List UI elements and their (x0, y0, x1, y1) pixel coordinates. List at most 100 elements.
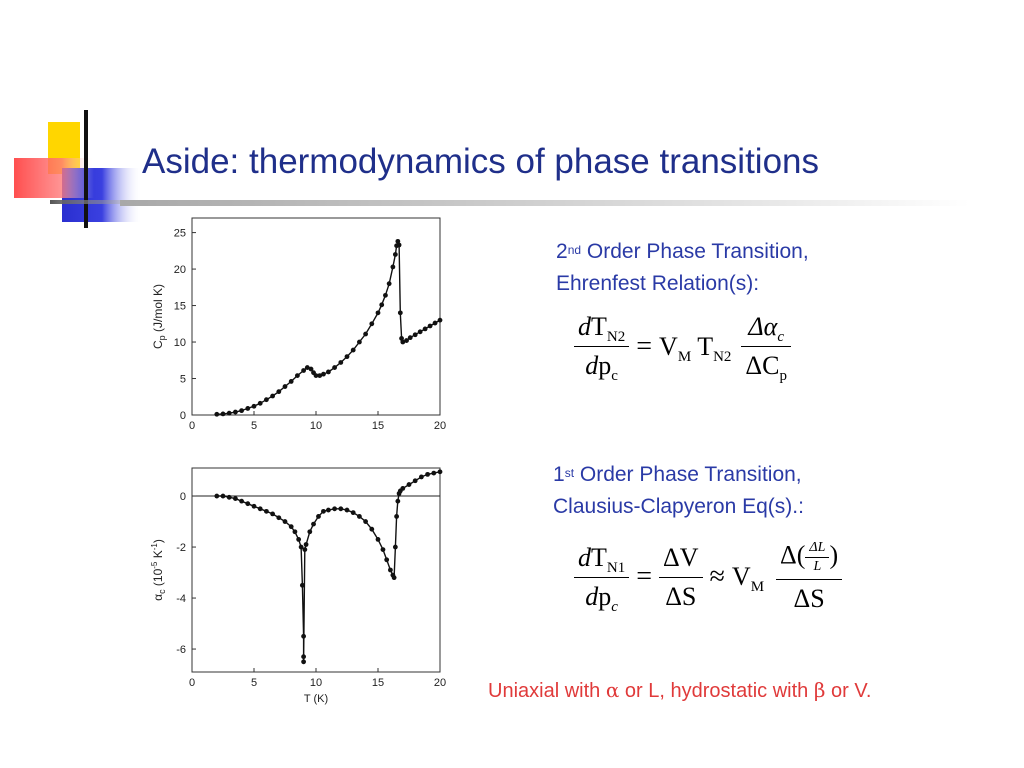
data-point (350, 347, 356, 353)
data-point (295, 373, 300, 378)
y-axis-label-part: (10 (151, 568, 165, 589)
eq1-T-subscript: N2 (606, 329, 626, 345)
data-point (304, 365, 310, 370)
data-point (396, 242, 402, 248)
eq1-rhs-num: Δα (748, 312, 778, 341)
data-point (383, 292, 388, 298)
heading-ordinal-number: 1 (553, 463, 565, 486)
data-point (407, 335, 413, 341)
y-tick-label: 0 (180, 410, 186, 422)
eq2-den-d: d (585, 581, 599, 611)
data-point (298, 544, 304, 550)
data-point (299, 582, 305, 588)
eq1-rhs-den-subscript: p (779, 368, 787, 384)
data-point (264, 508, 269, 514)
y-tick-label: 25 (174, 228, 186, 240)
y-axis-label-part: K (151, 550, 165, 561)
data-point (321, 371, 326, 377)
data-point (313, 373, 319, 378)
data-point (302, 547, 308, 552)
y-axis-label: Cp (J/mol K) (151, 284, 167, 349)
data-point (369, 321, 375, 327)
logo-cross-horizontal (50, 200, 150, 204)
note-suffix: or V. (825, 680, 872, 702)
data-point (257, 400, 263, 406)
eq1-V-subscript: M (677, 348, 692, 365)
data-point (308, 366, 314, 372)
eq2-inner-num: ΔL (809, 540, 826, 555)
heading-ordinal-suffix: nd (567, 243, 582, 257)
data-point (412, 478, 418, 484)
data-point (422, 326, 428, 332)
x-axis-label: T (K) (304, 693, 328, 705)
x-tick-label: 20 (434, 677, 446, 689)
eq1-T2: T (697, 331, 714, 361)
eq2-rhs-close: ) (829, 540, 839, 570)
data-point (301, 659, 306, 665)
data-point (412, 332, 418, 338)
eq2-V: V (731, 562, 751, 591)
eq1-rhs-den: ΔC (745, 351, 780, 380)
data-point (276, 389, 282, 395)
data-point (406, 482, 412, 487)
data-point (431, 470, 437, 476)
clausius-clapeyron-equation: dTN1 dpc = ΔV ΔS ≈ VM Δ(ΔL L) ΔS (574, 540, 843, 615)
data-point (392, 252, 398, 257)
note-alpha: α (605, 678, 620, 702)
data-point (311, 521, 316, 527)
data-point (419, 474, 424, 480)
eq1-equals: = (636, 330, 653, 362)
data-point (316, 514, 321, 519)
heading-line1-text: Order Phase Transition, (574, 463, 802, 486)
data-point (375, 537, 381, 542)
data-point (404, 338, 409, 343)
data-point (270, 393, 275, 399)
x-tick-label: 15 (372, 420, 384, 432)
data-point (239, 498, 244, 504)
eq2-V-subscript: M (750, 579, 765, 595)
data-point (296, 537, 302, 542)
data-point (395, 238, 401, 244)
data-point (363, 519, 368, 524)
ehrenfest-equation: dTN2 dpc = VM TN2 Δαc ΔCp (574, 312, 791, 384)
data-point (427, 323, 433, 329)
data-point (399, 335, 404, 341)
y-tick-label: 0 (180, 491, 186, 503)
x-tick-label: 15 (372, 677, 384, 689)
eq2-den-p: p (598, 581, 612, 611)
x-tick-label: 0 (189, 420, 195, 432)
data-point (326, 369, 331, 375)
data-point (392, 544, 398, 550)
data-point (379, 302, 385, 308)
heading-line2-text: Ehrenfest Relation(s): (556, 272, 760, 295)
data-point (344, 507, 350, 513)
data-point (344, 354, 350, 360)
eq2-mid-fraction: ΔV ΔS (659, 543, 703, 612)
data-point (282, 384, 288, 389)
data-point (301, 654, 306, 660)
eq2-rhs-den: ΔS (793, 584, 825, 613)
second-order-heading: 2nd Order Phase Transition, Ehrenfest Re… (556, 236, 809, 300)
data-point (264, 397, 269, 403)
heading-line1-text: Order Phase Transition, (581, 240, 809, 263)
eq2-mid-num: ΔV (659, 543, 703, 578)
thermal-expansion-chart: 0 5 10 15 20 0 -2 -4 -6 T (K) αc (10-5 K-1) (150, 467, 446, 705)
data-point (386, 281, 392, 287)
note-prefix: Uniaxial with (488, 680, 606, 702)
eq1-V: V (659, 331, 678, 361)
data-point (357, 514, 362, 519)
x-tick-label: 5 (251, 677, 257, 689)
data-point (251, 503, 257, 509)
logo-red-square (14, 158, 94, 198)
data-point (288, 524, 294, 530)
heat-capacity-chart: 0 5 10 15 20 0 5 10 15 20 25 Cp (J/mol K) (151, 217, 446, 432)
data-point (395, 498, 401, 504)
data-point (301, 368, 306, 373)
data-point (257, 506, 263, 512)
first-order-heading: 1st Order Phase Transition, Clausius-Cla… (553, 459, 804, 523)
data-point (288, 379, 294, 384)
y-tick-label: -4 (176, 593, 186, 605)
data-point (397, 310, 403, 316)
note-mid: or L, hydrostatic with (619, 680, 814, 702)
heading-ordinal-number: 2 (556, 240, 568, 263)
